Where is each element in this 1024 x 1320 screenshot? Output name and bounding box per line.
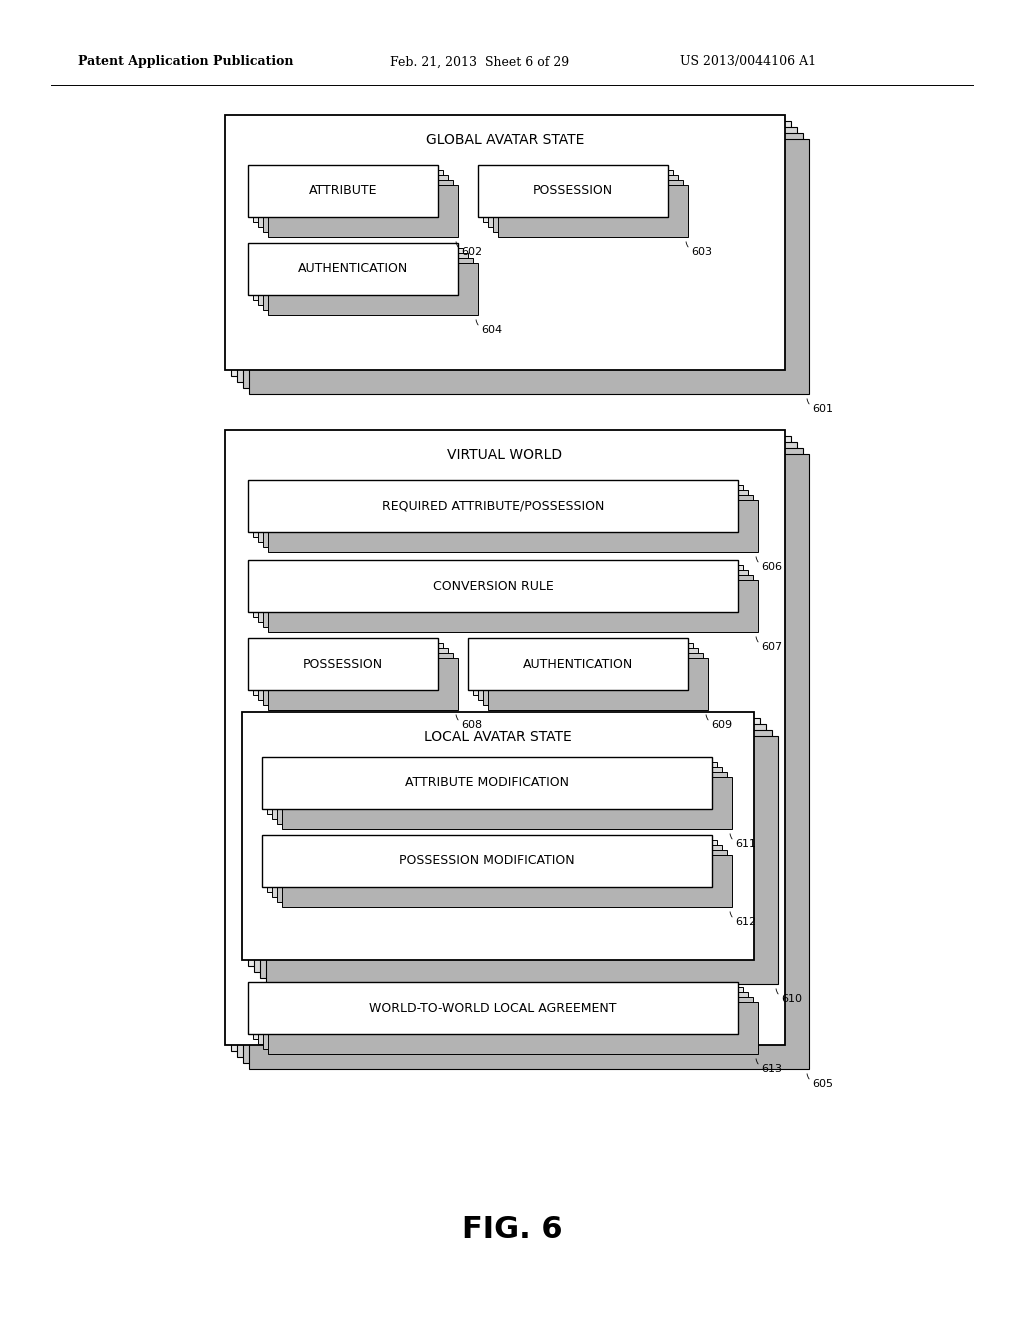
Bar xyxy=(282,855,732,907)
Bar xyxy=(488,176,678,227)
Text: AUTHENTICATION: AUTHENTICATION xyxy=(523,657,633,671)
Text: 605: 605 xyxy=(812,1078,833,1089)
Bar xyxy=(231,436,791,1051)
Text: POSSESSION MODIFICATION: POSSESSION MODIFICATION xyxy=(399,854,574,867)
Bar xyxy=(260,730,772,978)
Bar xyxy=(278,772,727,824)
Text: 609: 609 xyxy=(711,719,732,730)
Text: 604: 604 xyxy=(481,325,502,335)
Bar xyxy=(263,180,453,232)
Bar xyxy=(267,762,717,814)
Bar xyxy=(253,565,743,616)
Text: 601: 601 xyxy=(812,404,833,414)
Text: CONVERSION RULE: CONVERSION RULE xyxy=(432,579,553,593)
Text: VIRTUAL WORLD: VIRTUAL WORLD xyxy=(447,447,562,462)
Text: AUTHENTICATION: AUTHENTICATION xyxy=(298,263,409,276)
Text: 603: 603 xyxy=(691,247,712,257)
Bar xyxy=(268,579,758,632)
Bar xyxy=(258,176,449,227)
Bar xyxy=(488,657,708,710)
Bar xyxy=(268,263,478,315)
Text: POSSESSION: POSSESSION xyxy=(532,185,613,198)
Bar xyxy=(249,454,809,1069)
Bar xyxy=(248,243,458,294)
Bar xyxy=(249,139,809,393)
Bar xyxy=(253,170,443,222)
Bar xyxy=(258,253,468,305)
Text: ATTRIBUTE: ATTRIBUTE xyxy=(309,185,377,198)
Text: Patent Application Publication: Patent Application Publication xyxy=(78,55,294,69)
Bar xyxy=(483,170,673,222)
Text: WORLD-TO-WORLD LOCAL AGREEMENT: WORLD-TO-WORLD LOCAL AGREEMENT xyxy=(370,1002,616,1015)
Bar xyxy=(243,447,803,1063)
Bar xyxy=(253,987,743,1039)
Text: FIG. 6: FIG. 6 xyxy=(462,1216,562,1245)
Text: LOCAL AVATAR STATE: LOCAL AVATAR STATE xyxy=(424,730,571,744)
Text: 608: 608 xyxy=(461,719,482,730)
Bar xyxy=(268,1002,758,1053)
Bar xyxy=(248,480,738,532)
Bar xyxy=(268,657,458,710)
Bar xyxy=(231,121,791,376)
Bar xyxy=(248,638,438,690)
Text: 607: 607 xyxy=(761,642,782,652)
Bar xyxy=(483,653,703,705)
Bar xyxy=(242,711,754,960)
Text: GLOBAL AVATAR STATE: GLOBAL AVATAR STATE xyxy=(426,133,584,147)
Text: Feb. 21, 2013  Sheet 6 of 29: Feb. 21, 2013 Sheet 6 of 29 xyxy=(390,55,569,69)
Bar xyxy=(498,185,688,238)
Bar xyxy=(253,248,463,300)
Text: POSSESSION: POSSESSION xyxy=(303,657,383,671)
Text: 610: 610 xyxy=(781,994,802,1005)
Text: 613: 613 xyxy=(761,1064,782,1074)
Bar xyxy=(478,165,668,216)
Bar xyxy=(258,648,449,700)
Bar xyxy=(263,257,473,310)
Bar xyxy=(248,718,760,966)
Bar xyxy=(272,767,722,818)
Bar xyxy=(248,982,738,1034)
Bar xyxy=(262,756,712,809)
Bar xyxy=(263,576,753,627)
Bar xyxy=(248,165,438,216)
Bar xyxy=(263,997,753,1049)
Bar xyxy=(225,430,785,1045)
Bar xyxy=(263,495,753,546)
Bar xyxy=(248,560,738,612)
Bar xyxy=(478,648,698,700)
Bar xyxy=(272,845,722,898)
Bar xyxy=(262,836,712,887)
Text: REQUIRED ATTRIBUTE/POSSESSION: REQUIRED ATTRIBUTE/POSSESSION xyxy=(382,499,604,512)
Bar xyxy=(243,133,803,388)
Bar xyxy=(263,653,453,705)
Bar xyxy=(225,115,785,370)
Bar xyxy=(237,127,797,381)
Bar xyxy=(254,723,766,972)
Bar xyxy=(237,442,797,1057)
Text: 602: 602 xyxy=(461,247,482,257)
Bar xyxy=(493,180,683,232)
Bar xyxy=(268,500,758,552)
Bar xyxy=(468,638,688,690)
Text: 611: 611 xyxy=(735,840,756,849)
Bar xyxy=(282,777,732,829)
Text: ATTRIBUTE MODIFICATION: ATTRIBUTE MODIFICATION xyxy=(406,776,569,789)
Text: US 2013/0044106 A1: US 2013/0044106 A1 xyxy=(680,55,816,69)
Text: 606: 606 xyxy=(761,562,782,572)
Bar xyxy=(266,737,778,983)
Bar xyxy=(278,850,727,902)
Bar xyxy=(473,643,693,696)
Bar xyxy=(267,840,717,892)
Bar xyxy=(258,993,748,1044)
Text: 612: 612 xyxy=(735,917,756,927)
Bar xyxy=(253,643,443,696)
Bar xyxy=(258,570,748,622)
Bar xyxy=(268,185,458,238)
Bar xyxy=(258,490,748,543)
Bar xyxy=(253,484,743,537)
